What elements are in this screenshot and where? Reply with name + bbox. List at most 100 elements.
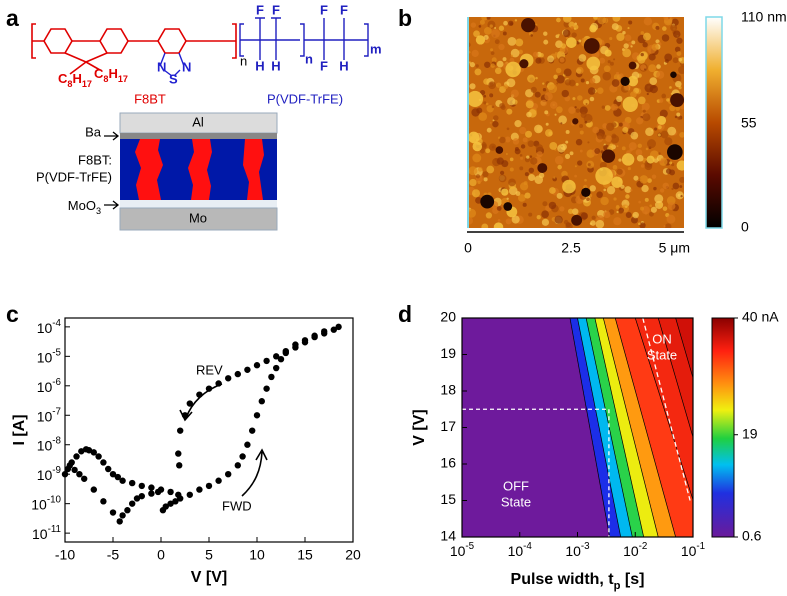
- data-point: [258, 398, 265, 405]
- data-point: [175, 450, 182, 457]
- afm-grain: [676, 37, 683, 44]
- afm-grain: [535, 144, 543, 152]
- afm-grain: [469, 83, 476, 90]
- afm-grain: [541, 218, 550, 226]
- afm-grain: [565, 140, 569, 144]
- data-point: [167, 488, 174, 496]
- afm-grain: [468, 208, 477, 218]
- colorbar-label: 110 nm: [741, 9, 787, 25]
- contour-line: [675, 318, 693, 380]
- afm-grain: [676, 51, 682, 56]
- data-point: [129, 500, 136, 507]
- afm-grain: [636, 117, 644, 125]
- afm-grain: [667, 126, 677, 136]
- afm-grain: [564, 79, 572, 86]
- afm-grain: [471, 108, 480, 117]
- afm-grain: [578, 54, 587, 62]
- afm-grain: [657, 125, 662, 130]
- afm-grain: [630, 91, 637, 98]
- afm-grain: [665, 168, 672, 174]
- afm-grain: [586, 197, 590, 202]
- afm-bump: [586, 56, 601, 71]
- afm-grain: [499, 136, 506, 144]
- contour-band: [615, 318, 693, 537]
- afm-grain: [469, 62, 476, 68]
- afm-grain: [625, 211, 632, 218]
- afm-grain: [579, 149, 583, 153]
- afm-grain: [519, 153, 523, 157]
- afm-grain: [548, 131, 553, 136]
- afm-grain: [649, 211, 654, 217]
- afm-grain: [564, 153, 571, 160]
- afm-grain: [494, 27, 497, 30]
- annotation: REV: [196, 362, 223, 377]
- afm-grain: [555, 67, 562, 74]
- afm-grain: [553, 176, 556, 179]
- atom: N: [157, 59, 166, 74]
- afm-grain: [649, 84, 658, 94]
- atom: H: [339, 58, 348, 73]
- afm-grain: [519, 126, 527, 135]
- scale-label: 5 μm: [659, 240, 690, 256]
- afm-grain: [642, 113, 651, 122]
- afm-grain: [514, 146, 519, 151]
- afm-grain: [677, 116, 681, 120]
- contour-band: [603, 318, 676, 537]
- afm-grain: [650, 206, 657, 213]
- atom: F: [340, 2, 348, 17]
- afm-grain: [483, 34, 489, 40]
- afm-grain: [565, 129, 570, 134]
- afm-grain: [679, 185, 683, 188]
- afm-grain: [527, 74, 536, 83]
- contour-line: [585, 318, 633, 537]
- afm-grain: [481, 223, 489, 228]
- data-point: [268, 373, 275, 381]
- afm-grain: [559, 206, 565, 212]
- afm-grain: [479, 148, 485, 154]
- afm-grain: [653, 186, 657, 191]
- afm-grain: [641, 108, 644, 111]
- data-point: [205, 482, 213, 490]
- afm-grain: [624, 34, 632, 42]
- afm-pit: [628, 61, 637, 70]
- afm-grain: [470, 22, 477, 28]
- pvdf-structure: [239, 17, 369, 60]
- afm-grain: [659, 188, 665, 193]
- afm-grain: [656, 70, 665, 79]
- afm-grain: [576, 66, 584, 75]
- afm-grain: [604, 105, 611, 111]
- contour-band: [594, 318, 659, 537]
- data-point: [116, 518, 123, 525]
- afm-grain: [610, 103, 618, 111]
- afm-grain: [562, 17, 572, 23]
- afm-grain: [656, 64, 661, 69]
- data-point: [119, 477, 126, 484]
- contour-line: [594, 318, 645, 537]
- plot-frame: [64, 317, 354, 543]
- x-tick-label: 0: [157, 547, 165, 563]
- afm-grain: [524, 172, 529, 177]
- y-tick-label: 15: [440, 491, 456, 507]
- afm-bump: [505, 61, 521, 78]
- afm-grain: [548, 201, 557, 210]
- afm-grain: [519, 182, 529, 191]
- afm-pit: [480, 194, 495, 209]
- afm-grain: [651, 43, 659, 51]
- afm-grain: [481, 17, 488, 21]
- afm-bump: [468, 90, 484, 107]
- afm-grain: [509, 167, 514, 172]
- afm-grain: [475, 64, 479, 68]
- afm-grain: [662, 26, 667, 31]
- side-chain: C8H17: [58, 71, 92, 89]
- afm-grain: [675, 106, 681, 111]
- afm-grain: [483, 94, 487, 98]
- afm-grain: [661, 34, 670, 42]
- afm-pit: [581, 187, 591, 198]
- afm-grain: [654, 127, 658, 131]
- panel-label: d: [398, 301, 412, 327]
- afm-grain: [579, 130, 584, 135]
- afm-grain: [644, 197, 649, 202]
- x-tick-label: 10-2: [623, 541, 647, 559]
- data-point: [335, 323, 342, 331]
- x-tick-label: 10-5: [450, 541, 475, 559]
